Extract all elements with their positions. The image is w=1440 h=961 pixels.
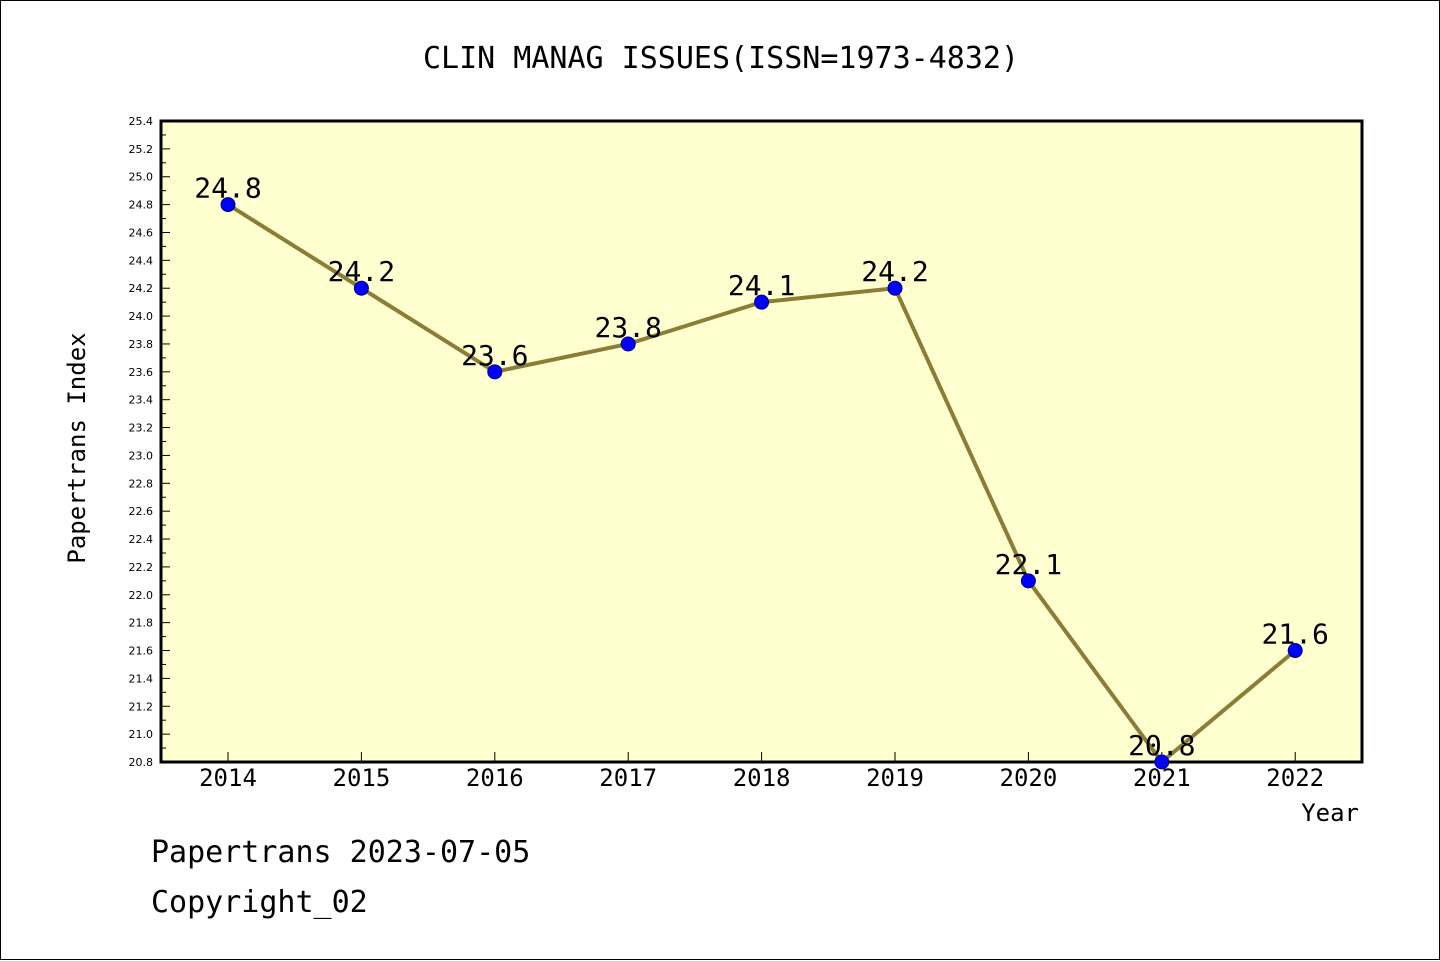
- data-point: [220, 197, 236, 213]
- data-point: [487, 364, 503, 380]
- x-tick-label: 2016: [466, 764, 524, 792]
- x-tick-label: 2015: [333, 764, 391, 792]
- y-tick-label: 23.6: [129, 366, 154, 379]
- data-point: [1287, 643, 1303, 659]
- y-tick-label: 24.8: [129, 199, 154, 212]
- data-point: [887, 280, 903, 296]
- y-tick-label: 24.6: [129, 226, 154, 239]
- y-tick-label: 24.0: [129, 310, 154, 323]
- y-tick-label: 22.6: [129, 505, 154, 518]
- y-tick-label: 22.0: [129, 589, 154, 602]
- y-tick-label: 24.2: [129, 282, 154, 295]
- x-tick-label: 2014: [199, 764, 257, 792]
- footer-date: Papertrans 2023-07-05: [151, 835, 531, 870]
- data-label: 21.6: [1261, 618, 1328, 651]
- data-label: 20.8: [1128, 729, 1195, 762]
- y-tick-label: 24.4: [129, 254, 154, 267]
- data-label: 24.8: [194, 172, 261, 205]
- y-tick-label: 21.4: [129, 672, 154, 685]
- data-label: 24.2: [328, 255, 395, 288]
- y-tick-label: 21.0: [129, 728, 154, 741]
- x-tick-label: 2022: [1266, 764, 1324, 792]
- footer-copyright: Copyright_02: [151, 885, 368, 920]
- data-label: 24.1: [728, 269, 795, 302]
- data-label: 23.6: [461, 339, 528, 372]
- x-tick-label: 2017: [599, 764, 657, 792]
- data-point: [1020, 573, 1036, 589]
- y-tick-label: 20.8: [129, 756, 154, 769]
- y-axis: 20.8 21.0 21.2 21.4 21.6 21.8 22.0 22.2 22.4 22.6…: [129, 115, 170, 769]
- data-point: [1154, 754, 1170, 770]
- data-label-layer: 24.8 24.2 23.6 23.8 24.1 24.2 22.1 20.8 21.6: [194, 172, 1329, 762]
- y-tick-label: 25.0: [129, 171, 154, 184]
- plot-area: [159, 119, 1364, 764]
- y-tick-label: 21.2: [129, 700, 154, 713]
- data-point: [353, 280, 369, 296]
- x-tick-label: 2018: [733, 764, 791, 792]
- chart-title: CLIN MANAG ISSUES(ISSN=1973-4832): [423, 41, 1019, 76]
- y-tick-label: 25.2: [129, 143, 154, 156]
- y-tick-label: 22.2: [129, 561, 154, 574]
- x-tick-label: 2019: [866, 764, 924, 792]
- data-label: 24.2: [861, 255, 928, 288]
- y-tick-label: 23.4: [129, 394, 154, 407]
- y-tick-label: 23.0: [129, 449, 154, 462]
- data-point: [620, 336, 636, 352]
- y-tick-label: 21.8: [129, 617, 154, 630]
- y-tick-label: 23.8: [129, 338, 154, 351]
- data-label: 22.1: [995, 548, 1062, 581]
- y-tick-label: 25.4: [129, 115, 154, 128]
- y-tick-label: 21.6: [129, 645, 154, 658]
- data-point: [754, 294, 770, 310]
- x-axis-label: Year: [1301, 799, 1359, 827]
- data-label: 23.8: [594, 311, 661, 344]
- y-tick-label: 23.2: [129, 422, 154, 435]
- y-tick-label: 22.4: [129, 533, 154, 546]
- y-tick-label: 22.8: [129, 477, 154, 490]
- series-layer: [220, 197, 1303, 770]
- y-axis-label: Papertrans Index: [63, 332, 91, 563]
- x-axis: 2014 2015 2016 2017 2018 2019 2020 2021 2022: [199, 752, 1324, 792]
- x-tick-label: 2020: [1000, 764, 1058, 792]
